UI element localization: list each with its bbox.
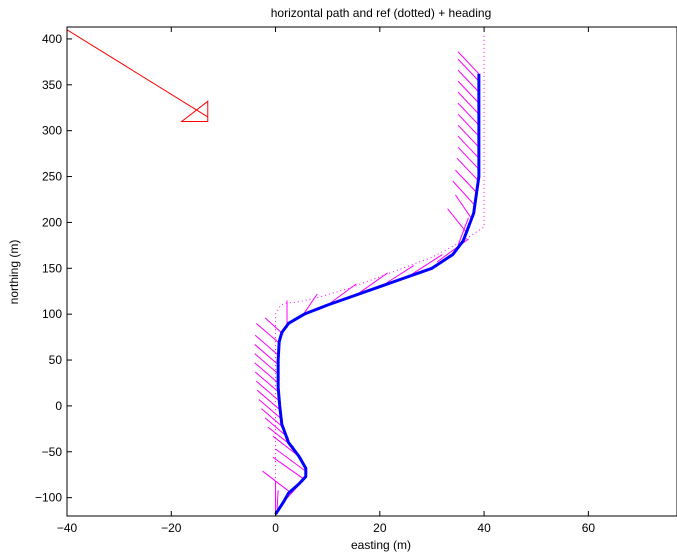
x-axis-label: easting (m) [351, 538, 411, 552]
y-tick-label: 100 [42, 307, 62, 321]
heading-mark-33 [457, 146, 480, 170]
heading-mark-28 [447, 208, 467, 232]
heading-mark-16 [254, 344, 279, 366]
x-tick-label: −40 [57, 521, 78, 535]
heading-mark-3 [262, 470, 292, 494]
heading-mark-41 [457, 58, 480, 82]
heading-mark-19 [264, 317, 284, 335]
reference-path-line [275, 34, 485, 515]
heading-mark-31 [455, 169, 477, 193]
y-tick-label: −50 [42, 445, 63, 459]
x-tick-label: 0 [272, 521, 279, 535]
heading-mark-17 [254, 334, 280, 356]
heading-mark-34 [457, 135, 480, 159]
heading-mark-18 [255, 322, 281, 344]
wind-arrow-shaft [67, 29, 209, 118]
plot-data [67, 29, 485, 515]
heading-mark-29 [455, 194, 472, 219]
heading-mark-36 [457, 113, 480, 137]
heading-mark-25 [410, 254, 443, 276]
heading-mark-40 [457, 69, 480, 93]
heading-mark-11 [256, 389, 282, 411]
heading-mark-42 [457, 51, 480, 75]
heading-mark-39 [457, 80, 480, 104]
y-tick-label: 50 [49, 353, 63, 367]
plot-area: −40 −20 0 20 40 60 −100 −50 0 50 100 150 200 250 300 35… [35, 26, 677, 535]
heading-mark-24 [384, 265, 414, 285]
heading-mark-37 [457, 102, 480, 126]
heading-mark-5 [275, 448, 305, 471]
x-tick-label: 40 [477, 521, 491, 535]
heading-mark-35 [457, 124, 480, 148]
heading-mark-27 [457, 217, 469, 246]
heading-mark-32 [456, 157, 479, 181]
plot-frame [66, 26, 677, 517]
y-tick-label: 200 [42, 215, 62, 229]
heading-mark-12 [255, 380, 281, 402]
y-tick-label: −100 [35, 491, 62, 505]
y-tick-label: 300 [42, 124, 62, 138]
heading-mark-23 [358, 272, 388, 294]
y-tick-label: 250 [42, 170, 62, 184]
y-tick-label: 150 [42, 261, 62, 275]
x-tick-label: 20 [373, 521, 387, 535]
heading-mark-13 [254, 371, 280, 393]
y-tick-label: 400 [42, 32, 62, 46]
y-tick-label: 0 [55, 399, 62, 413]
horizontal-path-line [274, 73, 481, 515]
y-tick-label: 350 [42, 78, 62, 92]
heading-mark-22 [327, 283, 357, 306]
chart-title: horizontal path and ref (dotted) + headi… [271, 6, 492, 20]
heading-mark-14 [254, 362, 279, 384]
x-tick-label: −20 [161, 521, 182, 535]
heading-mark-38 [457, 91, 480, 115]
heading-mark-30 [452, 180, 475, 205]
x-tick-label: 60 [582, 521, 596, 535]
heading-mark-1 [276, 490, 279, 509]
heading-mark-15 [254, 353, 279, 375]
heading-mark-10 [258, 399, 283, 421]
y-axis-label: northing (m) [7, 240, 21, 305]
heading-mark-4 [272, 456, 305, 480]
wind-arrow-head [180, 100, 209, 122]
